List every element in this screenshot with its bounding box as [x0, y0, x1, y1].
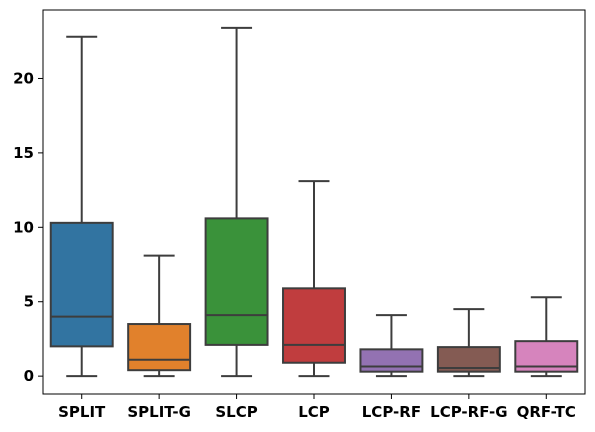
x-tick-label: SPLIT-G [127, 403, 191, 421]
x-tick-label: LCP-RF [362, 403, 421, 421]
box-lcp-rf [359, 314, 424, 378]
iqr-box [359, 348, 424, 373]
y-tick-label: 10 [13, 218, 34, 236]
x-tick-label: LCP [298, 403, 330, 421]
box-qrf-tc [514, 296, 579, 378]
box-lcp [282, 180, 346, 378]
box-lcp-rf-g [436, 308, 501, 378]
y-axis-ticks: 0 5 10 15 20 [13, 69, 43, 385]
box-split [49, 35, 114, 378]
iqr-box [49, 221, 114, 348]
x-tick-label: QRF-TC [517, 403, 576, 421]
y-tick-label: 20 [13, 69, 34, 87]
y-tick-label: 15 [13, 144, 34, 162]
iqr-box [127, 323, 192, 372]
plot-frame [42, 9, 586, 395]
boxes-layer [49, 26, 579, 378]
iqr-box [282, 287, 346, 364]
y-tick-label: 5 [24, 293, 34, 311]
x-tick-label: SPLIT [58, 403, 106, 421]
iqr-box [204, 217, 269, 346]
box-slcp [204, 26, 269, 378]
x-tick-label: SLCP [215, 403, 257, 421]
y-tick-label: 0 [24, 367, 34, 385]
x-tick-label: LCP-RF-G [430, 403, 507, 421]
box-split-g [127, 254, 192, 378]
x-axis-ticks: SPLIT SPLIT-G SLCP LCP LCP-RF LCP-RF-G QRF-TC [58, 394, 576, 421]
